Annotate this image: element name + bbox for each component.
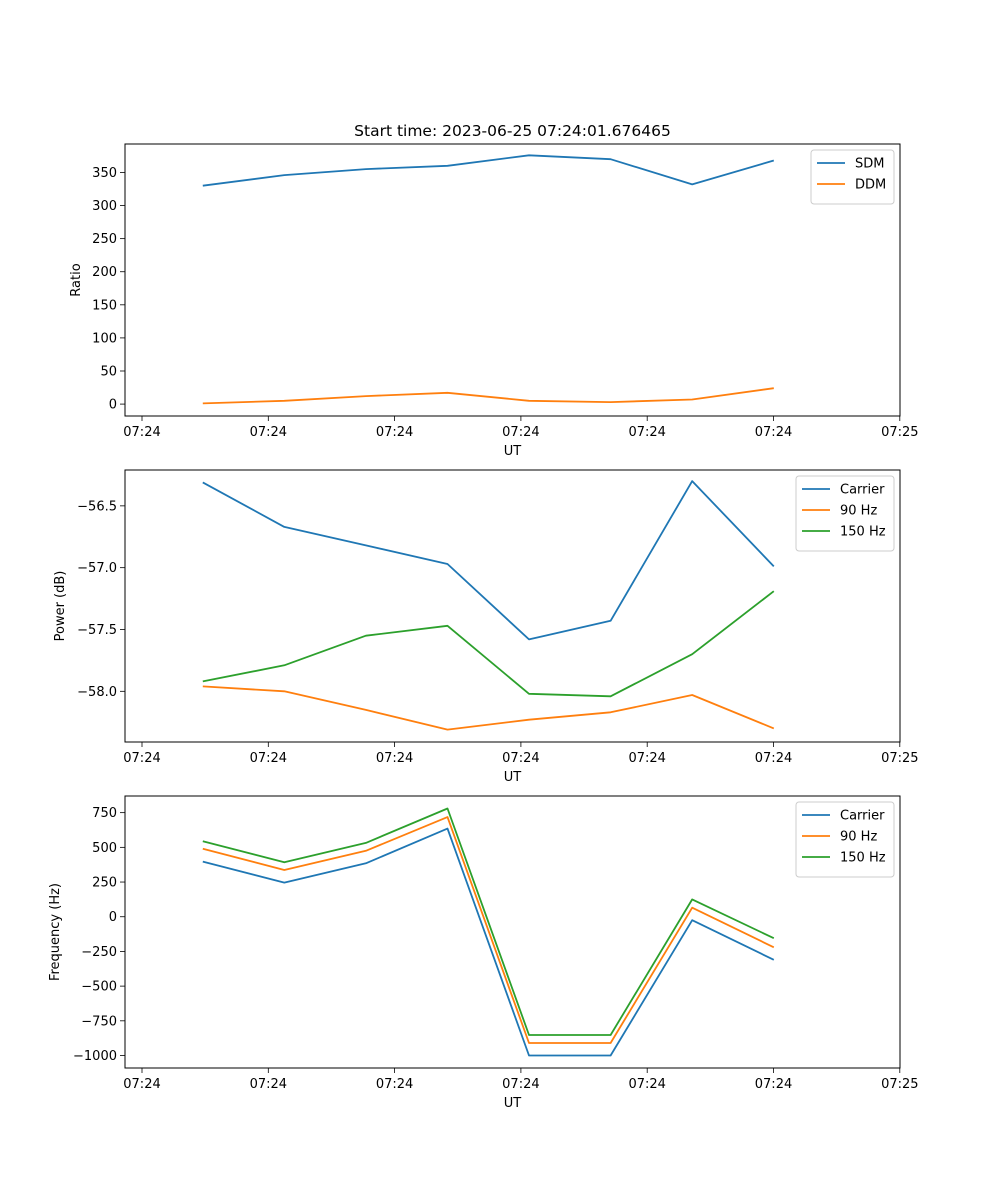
y-tick-label: 500 [92, 841, 117, 856]
x-tick-label: 07:24 [502, 425, 539, 440]
x-tick-label: 07:24 [250, 1077, 287, 1092]
x-tick-label: 07:24 [376, 425, 413, 440]
series-line-150-hz [202, 590, 775, 698]
legend: Carrier 90 Hz 150 Hz [795, 475, 895, 552]
series-line-carrier [202, 480, 775, 641]
chart-panel-3: 07:24 07:24 07:24 07:24 07:24 07:24 07:25 −1000… [48, 795, 919, 1111]
legend-box [795, 801, 895, 878]
legend: Carrier 90 Hz 150 Hz [795, 801, 895, 878]
y-tick-label: −750 [81, 1014, 117, 1029]
y-tick-label: 200 [92, 265, 117, 280]
y-tick-label: −57.5 [77, 623, 117, 638]
y-tick-label: 350 [92, 166, 117, 181]
y-tick-label: 250 [92, 232, 117, 247]
x-tick-label: 07:25 [881, 425, 918, 440]
series-line-carrier [202, 827, 775, 1057]
x-tick-label: 07:25 [881, 1077, 918, 1092]
x-axis-label: UT [504, 444, 522, 459]
legend-label: 90 Hz [840, 504, 877, 519]
series-line-ddm [202, 387, 774, 405]
x-tick-label: 07:24 [502, 1077, 539, 1092]
x-tick-label: 07:24 [376, 751, 413, 766]
series-line-90-hz [202, 816, 775, 1044]
y-axis-label: Power (dB) [53, 571, 68, 642]
x-tick-label: 07:24 [376, 1077, 413, 1092]
x-tick-label: 07:24 [123, 425, 160, 440]
x-tick-label: 07:24 [502, 751, 539, 766]
x-tick-label: 07:24 [250, 425, 287, 440]
x-tick-label: 07:25 [881, 751, 918, 766]
chart-panel-1: Start time: 2023-06-25 07:24:01.676465 07… [69, 122, 919, 459]
legend-label: 150 Hz [840, 525, 886, 540]
y-tick-label: 150 [92, 298, 117, 313]
x-tick-label: 07:24 [755, 751, 792, 766]
y-tick-label: 250 [92, 876, 117, 891]
y-tick-label: 300 [92, 199, 117, 214]
legend-box [795, 475, 895, 552]
x-tick-label: 07:24 [123, 1077, 160, 1092]
y-tick-label: 0 [109, 398, 117, 413]
legend-label: SDM [855, 157, 884, 172]
y-axis-label: Ratio [69, 263, 84, 296]
legend: SDM DDM [810, 149, 895, 205]
y-tick-label: −58.0 [77, 685, 117, 700]
x-tick-label: 07:24 [628, 751, 665, 766]
legend-label: Carrier [840, 809, 885, 824]
x-axis-label: UT [504, 1096, 522, 1111]
axes-frame [124, 795, 901, 1069]
legend-label: 150 Hz [840, 851, 886, 866]
y-tick-label: −56.5 [77, 499, 117, 514]
legend-label: DDM [855, 178, 886, 193]
y-axis-label: Frequency (Hz) [48, 883, 63, 981]
legend-label: Carrier [840, 483, 885, 498]
x-tick-label: 07:24 [250, 751, 287, 766]
axes-frame [124, 469, 901, 743]
y-tick-label: 50 [100, 364, 117, 379]
series-line-90-hz [202, 685, 775, 731]
x-tick-label: 07:24 [123, 751, 160, 766]
series-line-150-hz [202, 807, 775, 1036]
x-tick-label: 07:24 [755, 1077, 792, 1092]
y-tick-label: 100 [92, 331, 117, 346]
x-tick-label: 07:24 [628, 1077, 665, 1092]
y-tick-label: −500 [81, 980, 117, 995]
y-tick-label: 750 [92, 806, 117, 821]
x-tick-label: 07:24 [628, 425, 665, 440]
chart-panel-2: 07:24 07:24 07:24 07:24 07:24 07:24 07:25 −58.0… [53, 469, 919, 785]
chart-title: Start time: 2023-06-25 07:24:01.676465 [354, 122, 671, 140]
series-line-sdm [202, 154, 775, 187]
legend-label: 90 Hz [840, 830, 877, 845]
y-tick-label: −57.0 [77, 561, 117, 576]
axes-frame [124, 143, 901, 417]
x-tick-label: 07:24 [755, 425, 792, 440]
y-tick-label: −1000 [73, 1049, 117, 1064]
y-tick-label: −250 [81, 945, 117, 960]
y-tick-label: 0 [109, 910, 117, 925]
x-axis-label: UT [504, 770, 522, 785]
